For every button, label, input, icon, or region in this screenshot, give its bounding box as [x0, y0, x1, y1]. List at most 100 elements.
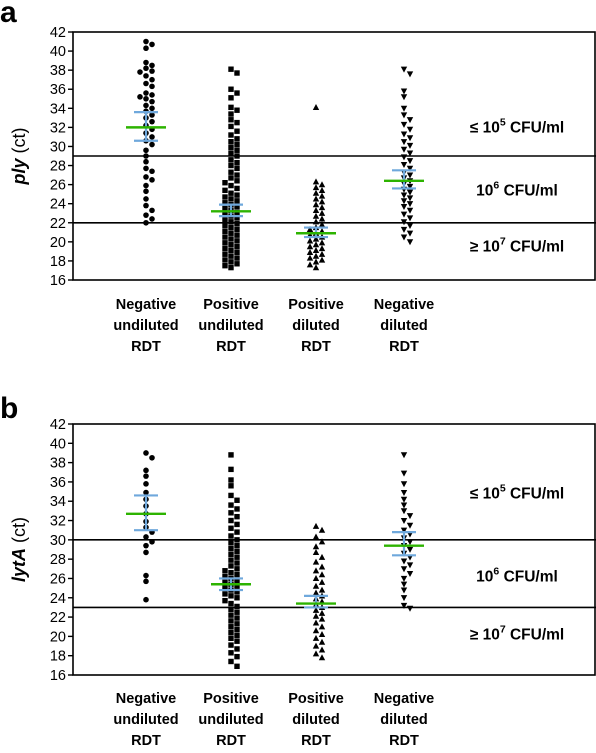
- data-point: [234, 172, 240, 178]
- data-point: [318, 215, 326, 222]
- data-point: [234, 165, 240, 172]
- y-tick-label: 28: [50, 159, 66, 175]
- data-point: [400, 527, 408, 534]
- data-point: [400, 219, 408, 226]
- y-tick-label: 20: [50, 235, 66, 251]
- data-point: [312, 184, 320, 191]
- data-point: [228, 144, 234, 151]
- data-point: [234, 90, 240, 96]
- data-point: [149, 68, 155, 74]
- data-point: [234, 203, 240, 210]
- y-tick-label: 42: [50, 25, 66, 41]
- data-point: [228, 219, 234, 225]
- data-point: [318, 646, 326, 653]
- data-point: [400, 489, 408, 496]
- data-point: [318, 538, 326, 545]
- y-tick-label: 24: [50, 197, 66, 213]
- category-label: Positive: [288, 691, 344, 707]
- data-point: [312, 634, 320, 641]
- data-point: [234, 128, 240, 134]
- data-point: [234, 621, 240, 627]
- data-point: [143, 534, 149, 540]
- data-point: [406, 207, 414, 214]
- data-point: [222, 180, 228, 186]
- data-point: [312, 218, 320, 225]
- data-point: [234, 192, 240, 198]
- data-point: [318, 553, 326, 560]
- data-point: [406, 546, 414, 553]
- data-point: [222, 222, 228, 229]
- data-point: [228, 606, 234, 613]
- data-point: [406, 522, 414, 529]
- y-axis-label-gene: lytA: [9, 548, 29, 582]
- band-label: ≥ 107 CFU/ml: [470, 236, 564, 256]
- data-point: [228, 624, 234, 630]
- y-tick-label: 40: [50, 436, 66, 452]
- data-point: [228, 551, 234, 558]
- data-point: [400, 154, 408, 161]
- category-label: Positive: [203, 297, 259, 313]
- data-point: [222, 591, 228, 597]
- data-point: [234, 632, 240, 639]
- data-point: [234, 153, 240, 159]
- data-point: [228, 612, 234, 618]
- data-point: [143, 596, 149, 603]
- data-point: [234, 615, 240, 621]
- data-point: [312, 201, 320, 208]
- band-label: ≤ 105 CFU/ml: [470, 483, 564, 503]
- data-point: [228, 525, 234, 531]
- data-point: [318, 181, 326, 188]
- data-point: [406, 223, 414, 230]
- data-point: [400, 94, 408, 101]
- data-point: [234, 261, 240, 267]
- category-label: RDT: [389, 339, 419, 355]
- data-point: [400, 481, 408, 488]
- y-tick-label: 18: [50, 254, 66, 270]
- y-axis-label: lytA (ct): [9, 517, 29, 582]
- data-point: [234, 566, 240, 572]
- data-point: [143, 196, 149, 202]
- data-point: [318, 239, 326, 246]
- data-point: [400, 502, 408, 509]
- data-point: [143, 202, 149, 209]
- panel-letter: a: [0, 0, 17, 29]
- y-tick-label: 34: [50, 494, 66, 510]
- data-point: [312, 206, 320, 213]
- data-point: [312, 543, 320, 550]
- data-point: [228, 642, 234, 648]
- category-label: RDT: [131, 339, 161, 355]
- data-point: [234, 232, 240, 238]
- data-point: [222, 257, 228, 263]
- data-point: [234, 577, 240, 584]
- category-label: Positive: [203, 691, 259, 707]
- data-point: [312, 589, 320, 596]
- y-tick-label: 16: [50, 273, 66, 289]
- data-point: [143, 38, 149, 45]
- y-tick-label: 22: [50, 610, 66, 626]
- data-point: [234, 178, 240, 184]
- data-point: [312, 612, 320, 619]
- data-point: [149, 134, 155, 140]
- data-point: [149, 118, 155, 125]
- data-point: [228, 104, 234, 111]
- data-point: [143, 450, 149, 456]
- data-point: [143, 182, 149, 189]
- data-point: [143, 578, 149, 585]
- data-point: [149, 454, 155, 461]
- data-point: [149, 538, 155, 545]
- data-point: [400, 105, 408, 112]
- y-tick-label: 26: [50, 571, 66, 587]
- data-point: [406, 215, 414, 222]
- data-point: [228, 86, 234, 92]
- data-point: [222, 205, 228, 212]
- data-point: [143, 45, 149, 52]
- data-point: [228, 264, 234, 271]
- y-tick-label: 32: [50, 514, 66, 530]
- data-point: [406, 201, 414, 208]
- panel-letter: b: [0, 392, 18, 425]
- data-point: [234, 589, 240, 595]
- data-point: [318, 204, 326, 211]
- data-point: [143, 219, 149, 226]
- category-label: Positive: [288, 297, 344, 313]
- data-point: [234, 221, 240, 227]
